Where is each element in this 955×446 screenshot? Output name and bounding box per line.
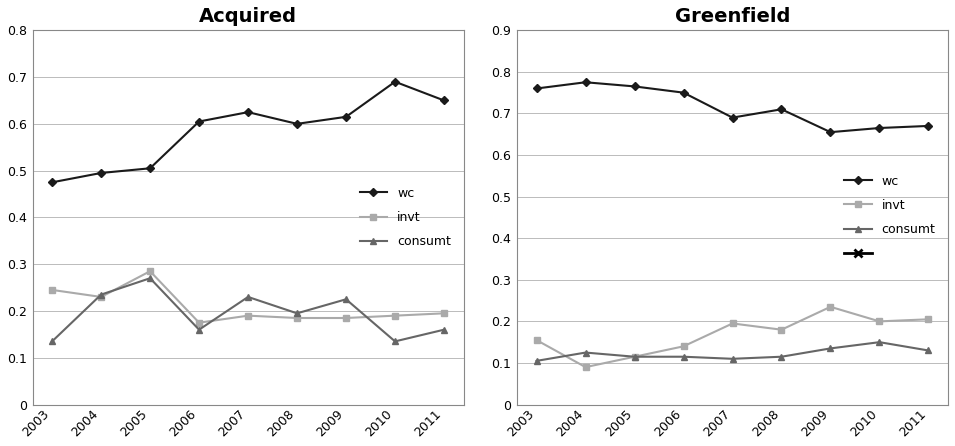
- Legend: wc, invt, consumt: wc, invt, consumt: [353, 181, 457, 254]
- Legend: wc, invt, consumt, : wc, invt, consumt,: [838, 168, 942, 267]
- Title: Acquired: Acquired: [199, 7, 297, 26]
- Title: Greenfield: Greenfield: [675, 7, 790, 26]
